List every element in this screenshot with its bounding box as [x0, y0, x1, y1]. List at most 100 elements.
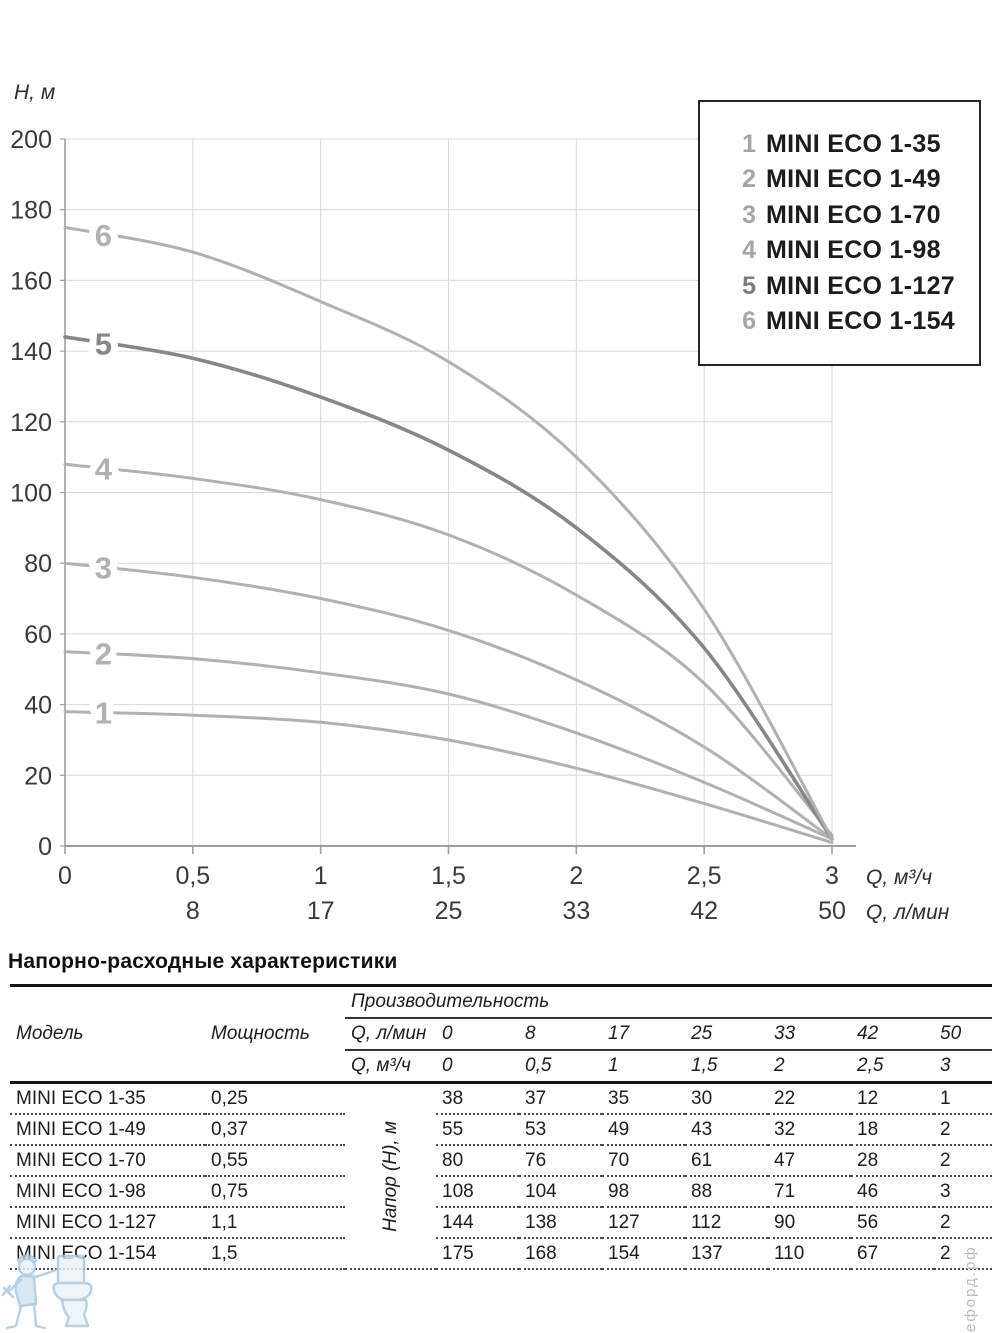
head-value-cell: 80: [436, 1145, 519, 1177]
legend-item-name: MINI ECO 1-35: [766, 129, 941, 158]
head-value-cell: 1: [934, 1082, 992, 1115]
power-cell: 0,75: [205, 1176, 345, 1208]
legend-item: 3 MINI ECO 1-70: [728, 198, 979, 234]
x-tick-label-lmin: 50: [818, 897, 846, 925]
head-column-label-cell: Напор (Н), м: [345, 1082, 436, 1270]
head-value-cell: 144: [436, 1207, 519, 1239]
head-value-cell: 104: [519, 1176, 602, 1208]
x-tick-label-lmin: 33: [562, 897, 590, 925]
col-header-model: Модель: [10, 985, 205, 1084]
q-m3h-value: 2: [768, 1050, 851, 1084]
header-row-lmin: Q, л/мин 0 8 17 25 33 42 50: [10, 1018, 992, 1051]
table-row: MINI ECO 1-154 1,5 175 168 154 137 110 67 2: [10, 1238, 992, 1270]
q-lmin-value: 17: [602, 1018, 685, 1051]
curve-5: [63, 335, 834, 841]
power-cell: 1,5: [205, 1238, 345, 1270]
legend-item-number: 3: [742, 200, 756, 229]
header-row-group: Модель Мощность Производительность: [10, 985, 992, 1084]
head-value-cell: 2: [934, 1238, 992, 1270]
chart-canvas: 0 20 40 60 80 100 120 140 160 180 200 0 0,5 1 1,5 2 2,5 3…: [10, 81, 950, 925]
y-tick-label: 120: [10, 409, 52, 437]
y-tick-label: 0: [38, 833, 52, 861]
legend-item-name: MINI ECO 1-154: [766, 307, 955, 335]
head-value-cell: 61: [685, 1145, 768, 1177]
q-m3h-value: 3: [934, 1050, 992, 1084]
head-value-cell: 175: [436, 1238, 519, 1270]
q-lmin-value: 0: [436, 1018, 519, 1051]
x-tick-label-m3h: 0: [58, 862, 72, 890]
q-lmin-value: 33: [768, 1018, 851, 1051]
y-tick-label: 80: [24, 550, 52, 578]
head-value-cell: 76: [519, 1145, 602, 1177]
table-row: MINI ECO 1-70 0,55 80 76 70 61 47 28 2: [10, 1145, 992, 1177]
y-tick-label: 100: [10, 480, 52, 508]
power-cell: 0,37: [205, 1114, 345, 1146]
table-row: MINI ECO 1-35 0,25 Напор (Н), м 38 37 35 30 22 1…: [10, 1082, 992, 1270]
q-lmin-value: 25: [685, 1018, 768, 1051]
head-value-cell: 12: [851, 1082, 934, 1115]
legend-item-number: 4: [742, 236, 756, 264]
head-value-cell: 138: [519, 1207, 602, 1239]
y-tick-label: 140: [10, 338, 52, 366]
x-axis-unit-m3h-label: Q, м³/ч: [866, 866, 932, 889]
head-value-cell: 108: [436, 1176, 519, 1208]
spec-table: Модель Мощность Производительность Q, л/мин…: [10, 984, 992, 1270]
table-row: MINI ECO 1-127 1,1 144 138 127 112 90 56 2: [10, 1207, 992, 1239]
curve-label-3: 3: [95, 550, 112, 585]
y-tick-label: 20: [24, 762, 52, 790]
curve-1: [63, 710, 834, 844]
q-m3h-value: 0: [436, 1050, 519, 1084]
head-value-cell: 53: [519, 1114, 602, 1146]
head-value-cell: 37: [519, 1082, 602, 1115]
curve-label-1: 1: [95, 696, 112, 731]
head-value-cell: 137: [685, 1238, 768, 1270]
head-value-cell: 22: [768, 1082, 851, 1115]
power-cell: 0,25: [205, 1082, 345, 1115]
x-axis-unit-lmin-label: Q, л/мин: [866, 901, 950, 924]
legend-item-name: MINI ECO 1-127: [766, 271, 955, 300]
head-value-cell: 32: [768, 1114, 851, 1146]
legend-item-number: 5: [742, 271, 756, 300]
x-tick-label-m3h: 0,5: [175, 862, 210, 890]
head-value-cell: 28: [851, 1145, 934, 1177]
x-tick-label-m3h: 2: [569, 862, 583, 890]
x-tick-label-lmin: 17: [307, 897, 335, 925]
head-value-cell: 2: [934, 1145, 992, 1177]
y-tick-label: 160: [10, 267, 52, 295]
model-cell: MINI ECO 1-70: [10, 1145, 205, 1177]
model-cell: MINI ECO 1-98: [10, 1176, 205, 1208]
x-tick-label-lmin: 25: [435, 897, 463, 925]
site-watermark-text: ефорд.рф: [962, 1245, 979, 1332]
x-tick-label-m3h: 1,5: [431, 862, 466, 890]
legend-item-name: MINI ECO 1-98: [766, 236, 941, 264]
head-value-cell: 70: [602, 1145, 685, 1177]
q-m3h-value: 1: [602, 1050, 685, 1084]
head-value-cell: 67: [851, 1238, 934, 1270]
head-value-cell: 88: [685, 1176, 768, 1208]
head-value-cell: 55: [436, 1114, 519, 1146]
head-value-cell: 71: [768, 1176, 851, 1208]
head-value-cell: 110: [768, 1238, 851, 1270]
y-tick-label: 200: [10, 126, 52, 154]
legend-item-number: 2: [742, 165, 756, 193]
q-lmin-label: Q, л/мин: [345, 1018, 436, 1051]
head-value-cell: 3: [934, 1176, 992, 1208]
table-row: MINI ECO 1-49 0,37 55 53 49 43 32 18 2: [10, 1114, 992, 1146]
x-tick-label-lmin: 42: [690, 897, 718, 925]
col-header-capacity-group: Производительность: [345, 985, 992, 1019]
curve-6: [63, 225, 834, 841]
head-value-cell: 112: [685, 1207, 768, 1239]
q-m3h-value: 1,5: [685, 1050, 768, 1084]
curve-3: [63, 561, 834, 841]
head-value-cell: 46: [851, 1176, 934, 1208]
plumber-toilet-logo-icon: [1, 1254, 93, 1330]
curve-label-5: 5: [95, 326, 112, 361]
legend-item-name: MINI ECO 1-49: [766, 165, 941, 193]
head-value-cell: 2: [934, 1114, 992, 1146]
head-value-cell: 30: [685, 1082, 768, 1115]
head-value-cell: 90: [768, 1207, 851, 1239]
legend-item-number: 1: [742, 129, 756, 158]
y-axis-unit-label: Н, м: [14, 81, 55, 104]
head-value-cell: 2: [934, 1207, 992, 1239]
